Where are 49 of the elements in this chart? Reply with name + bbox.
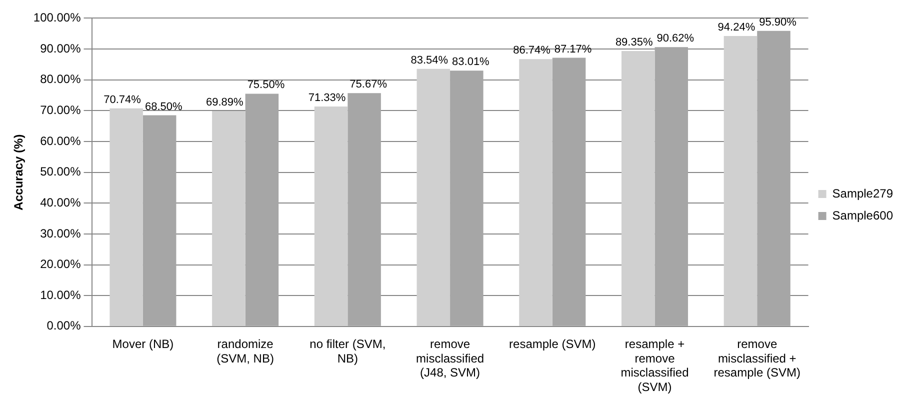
bar [519,59,552,326]
y-tick-label: 30.00% [40,226,82,240]
x-tick-label: resample (SVM) [509,336,596,351]
y-tick-label: 10.00% [40,288,82,302]
data-label: 89.35% [615,36,653,49]
data-label: 75.67% [350,78,388,91]
y-tick-label: 20.00% [40,257,82,272]
bar [621,51,655,326]
bar [450,70,484,326]
y-tick-label: 40.00% [40,195,82,210]
data-label: 69.89% [206,96,244,109]
bar [142,115,176,326]
y-axis-title: Accuracy (%) [12,134,26,210]
x-tick-label: no filter (SVM, NB) [310,336,386,366]
y-tick-label: 0.00% [46,318,82,333]
x-tick-label: remove misclassified + resample (SVM) [714,336,800,380]
bar [348,93,381,326]
bar [757,30,790,326]
y-tick-label: 50.00% [40,164,82,179]
legend-label: Sample279 [832,186,894,200]
y-tick-label: 90.00% [40,41,82,56]
data-label: 75.50% [247,79,285,92]
data-label: 87.17% [554,43,592,56]
y-tick-label: 70.00% [40,102,82,117]
data-label: 68.50% [144,100,182,113]
bar [314,106,348,326]
bar [416,68,450,326]
bar [654,47,688,326]
data-label: 83.01% [452,56,490,68]
data-label: 94.24% [718,21,756,34]
bar [552,58,586,326]
bar [110,108,143,326]
y-tick-label: 60.00% [40,134,82,148]
x-tick-label: resample + remove misclassified (SVM) [620,336,689,394]
legend-label: Sample600 [832,208,894,222]
data-label: 95.90% [759,16,797,28]
bar [245,94,279,326]
y-tick-label: 100.00% [33,10,82,25]
data-label: 86.74% [513,44,551,57]
bar [212,111,246,326]
data-label: 90.62% [656,32,694,45]
bar [724,36,758,326]
x-tick-label: randomize (SVM, NB) [216,336,274,366]
data-label: 71.33% [308,92,346,104]
x-tick-label: remove misclassified (J48, SVM) [416,336,484,380]
data-label: 83.54% [410,54,448,66]
y-tick-label: 80.00% [40,72,82,86]
x-tick-label: Mover (NB) [112,336,174,351]
data-label: 70.74% [104,94,142,106]
